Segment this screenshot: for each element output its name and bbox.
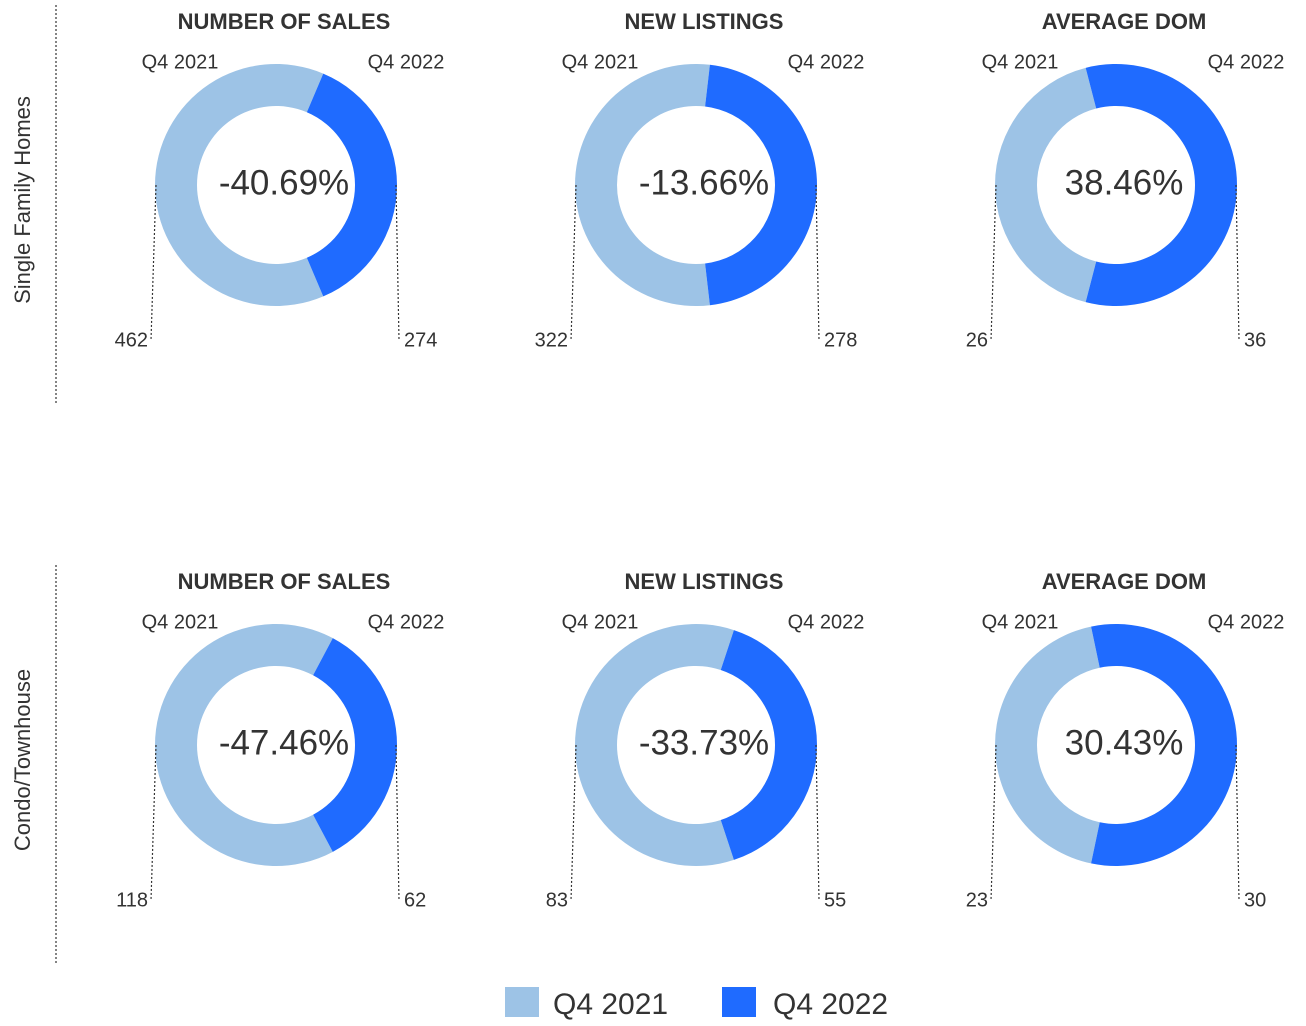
center-label: 30.43% [1065,723,1184,762]
chart-title: AVERAGE DOM [1042,9,1207,34]
row-label: Condo/Townhouse [10,669,35,851]
category-label: Q4 2022 [788,51,865,73]
donut-segment [720,630,818,860]
donut-segment [313,638,398,852]
chart-title: NEW LISTINGS [625,569,784,594]
donut-segment [705,64,817,306]
value-label: 23 [966,889,988,911]
category-label: Q4 2021 [142,51,219,73]
category-label: Q4 2021 [142,611,219,633]
legend-swatch [722,987,756,1017]
legend-label: Q4 2022 [773,988,888,1021]
value-label: 118 [116,889,148,911]
category-label: Q4 2022 [368,611,445,633]
donut-segment [1085,63,1237,307]
value-label: 55 [824,889,846,911]
category-label: Q4 2022 [368,51,445,73]
chart-title: AVERAGE DOM [1042,569,1207,594]
donut-segment [575,623,734,866]
leader-line [570,744,577,901]
value-label: 26 [966,329,988,351]
leader-line [395,744,400,901]
category-label: Q4 2022 [788,611,865,633]
category-label: Q4 2021 [982,51,1059,73]
leader-line [1235,744,1240,901]
leader-line [815,184,820,341]
donut-segment [1091,623,1237,867]
row-label: Single Family Homes [10,96,35,304]
category-label: Q4 2022 [1208,51,1285,73]
category-label: Q4 2022 [1208,611,1285,633]
donut-segment [155,623,333,866]
leader-line [815,744,820,901]
chart-title: NUMBER OF SALES [178,9,391,34]
donut-segment [306,73,397,297]
leader-line [150,184,157,341]
leader-line [990,184,997,341]
leader-line [990,744,997,901]
donut-segment [995,67,1097,303]
value-label: 278 [824,329,857,351]
leader-line [395,184,400,341]
center-label: 38.46% [1065,163,1184,202]
value-label: 462 [115,329,148,351]
value-label: 36 [1244,329,1266,351]
value-label: 83 [546,889,568,911]
category-label: Q4 2021 [562,51,639,73]
donut-segment [154,63,324,306]
chart-title: NUMBER OF SALES [178,569,391,594]
category-label: Q4 2021 [982,611,1059,633]
legend-swatch [505,987,539,1017]
leader-line [150,744,157,901]
leader-line [1235,184,1240,341]
value-label: 322 [535,329,568,351]
donut-segment [574,63,710,306]
leader-line [570,184,577,341]
chart-title: NEW LISTINGS [625,9,784,34]
value-label: 62 [404,889,426,911]
value-label: 274 [404,329,437,351]
legend-label: Q4 2021 [553,988,668,1021]
donut-segment [995,626,1100,864]
center-label: -47.46% [219,723,349,762]
center-label: -33.73% [639,723,769,762]
center-label: -40.69% [219,163,349,202]
value-label: 30 [1244,889,1266,911]
center-label: -13.66% [639,163,769,202]
category-label: Q4 2021 [562,611,639,633]
